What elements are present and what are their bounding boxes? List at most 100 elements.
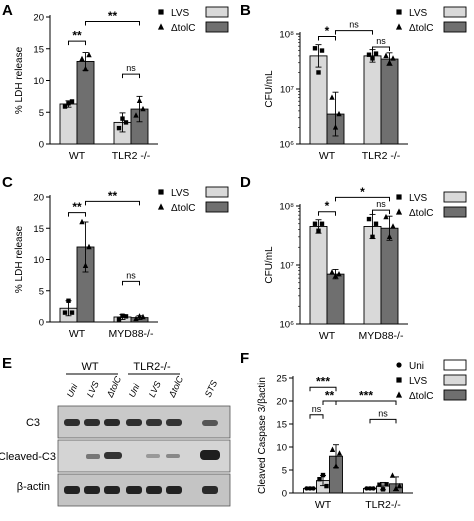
data-point: [383, 52, 389, 59]
panel-letter-d: D: [240, 174, 251, 191]
data-point: [62, 310, 68, 315]
x-group-label: TLR2-/-: [365, 499, 401, 511]
x-group-label: WT: [69, 150, 86, 162]
data-point: [86, 51, 92, 58]
chart-panel-a: A 0 5 10 15 20 % LDH release WT TLR2 -/- ** ** ns LV…: [2, 2, 229, 162]
bar: [59, 103, 78, 145]
legend-label: ΔtolC: [409, 208, 433, 219]
significance-bracket: [309, 414, 324, 419]
data-point: [312, 46, 318, 51]
significance-label: ns: [376, 36, 386, 46]
data-point: [136, 97, 143, 104]
y-tick-label: 10⁷: [280, 261, 295, 272]
data-point: [304, 486, 309, 491]
significance-label: **: [108, 189, 118, 203]
legend-swatch: [443, 21, 467, 33]
data-point: [320, 472, 326, 478]
data-point: [329, 269, 335, 275]
blot-strip-c3: [57, 405, 231, 439]
y-axis-label: CFU/mL: [264, 70, 275, 108]
legend-marker: [395, 391, 403, 398]
significance-bracket: [85, 20, 140, 26]
legend-label: ΔtolC: [409, 391, 433, 402]
data-point: [312, 221, 318, 226]
wb-lane-label: ΔtolC: [104, 374, 123, 400]
data-point: [324, 483, 329, 489]
wb-group-label-wt: WT: [81, 361, 98, 373]
data-point: [123, 314, 129, 319]
data-point: [79, 55, 85, 62]
significance-label: *: [360, 185, 365, 199]
data-point: [332, 124, 339, 130]
y-tick-label: 5: [39, 286, 44, 297]
chart-panel-c: C 0 5 10 15 20 % LDH release WT MYD88-/- ** ** ns LV…: [2, 174, 229, 340]
significance-bracket: [85, 200, 140, 206]
significance-label: ns: [349, 20, 359, 30]
data-point: [367, 486, 373, 491]
data-point: [373, 221, 379, 226]
data-point: [371, 486, 376, 491]
wb-lane-label: Uni: [65, 381, 80, 398]
panel-letter-a: A: [2, 2, 13, 19]
wb-row-label-cleaved-c3: Cleaved-C3: [0, 451, 56, 463]
legend-marker: [396, 362, 402, 368]
bar: [309, 55, 328, 145]
legend-swatch: [443, 206, 467, 218]
data-point: [123, 120, 129, 125]
data-point: [66, 298, 71, 303]
significance-bracket: [309, 386, 337, 392]
legend-swatch: [205, 6, 229, 18]
wb-group-label-tlr2: TLR2-/-: [133, 361, 171, 373]
data-point: [62, 104, 68, 109]
significance-label: ns: [376, 199, 386, 209]
x-group-label: WT: [319, 330, 336, 342]
data-point: [396, 482, 403, 489]
legend-swatch: [205, 21, 229, 33]
significance-bracket: [318, 36, 336, 41]
y-tick-label: 10⁸: [279, 202, 294, 213]
significance-label: ***: [316, 375, 330, 389]
data-point: [86, 243, 92, 250]
legend-swatch: [205, 186, 229, 198]
panel-letter-b: B: [240, 2, 251, 19]
y-tick-label: 10: [33, 255, 44, 266]
significance-bracket: [335, 196, 390, 202]
data-point: [319, 221, 325, 226]
significance-label: ns: [126, 63, 136, 73]
data-point: [82, 65, 89, 72]
y-tick-label: 0: [39, 318, 44, 329]
legend-marker: [396, 194, 402, 200]
data-point: [336, 450, 343, 456]
legend-label: ΔtolC: [171, 23, 195, 34]
y-tick-label: 15: [276, 420, 287, 431]
data-point: [133, 315, 139, 322]
data-point: [116, 317, 122, 322]
data-point: [316, 70, 321, 75]
wb-lane-label: Uni: [127, 381, 142, 398]
data-point: [386, 233, 393, 240]
y-tick-label: 10⁸: [279, 30, 294, 41]
significance-label: **: [72, 29, 82, 43]
wb-lane-label: LVS: [147, 380, 163, 399]
significance-label: *: [325, 24, 330, 38]
data-point: [133, 112, 139, 118]
wb-row-label-c3: C3: [26, 417, 40, 429]
y-axis-label: % LDH release: [14, 46, 25, 114]
x-group-label: TLR2 -/-: [362, 150, 401, 162]
legend-swatch: [443, 389, 467, 401]
legend-marker: [396, 9, 402, 15]
y-tick-label: 20: [33, 13, 44, 24]
legend-marker: [395, 23, 403, 30]
data-point: [393, 485, 399, 491]
blot-strip-beta-actin: [57, 473, 231, 507]
y-tick-label: 5: [39, 108, 44, 119]
data-point: [366, 52, 372, 57]
western-blot-panel: E WT TLR2-/- Uni LVS ΔtolC Uni LVS ΔtolC…: [0, 346, 238, 516]
y-tick-label: 20: [276, 397, 287, 408]
significance-bracket: [68, 212, 86, 217]
bar: [326, 273, 345, 325]
significance-label: **: [72, 200, 82, 214]
data-point: [319, 48, 325, 53]
legend-label: LVS: [409, 376, 427, 387]
